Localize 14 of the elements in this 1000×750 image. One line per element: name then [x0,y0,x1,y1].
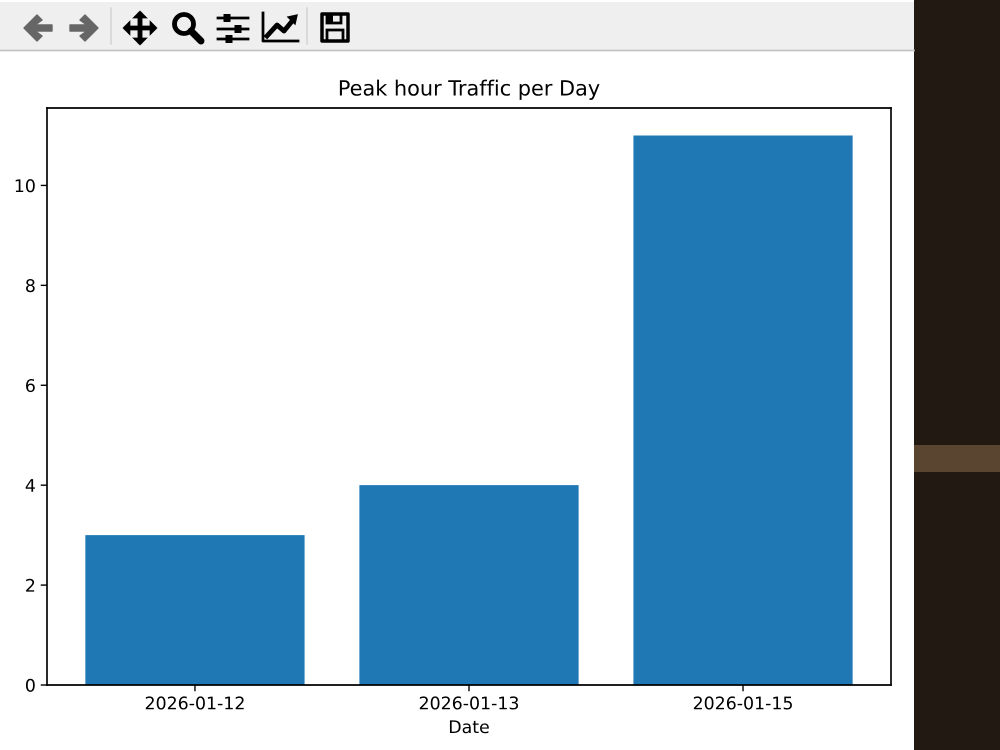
x-tick-label: 2026-01-12 [146,696,244,710]
y-tick-label: 6 [26,378,35,392]
y-tick-label: 2 [26,578,34,592]
chart-title: Peak hour Traffic per Day [340,80,600,100]
bar [633,135,853,685]
bar [85,535,305,685]
y-tick-label: 10 [16,179,35,192]
x-tick-label: 2026-01-15 [694,696,792,710]
y-tick-label: 4 [26,479,35,492]
y-tick-label: 0 [26,678,35,692]
x-axis-title: Date [450,720,489,734]
bar [359,485,579,685]
x-tick-label: 2026-01-13 [420,696,518,710]
y-tick-label: 8 [26,279,35,292]
